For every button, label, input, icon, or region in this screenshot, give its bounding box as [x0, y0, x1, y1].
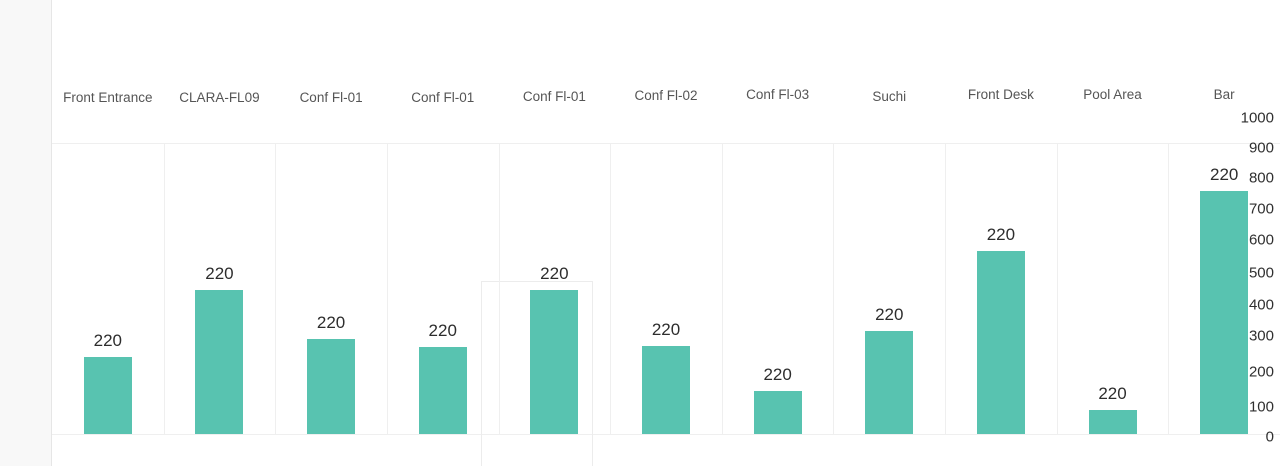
y-tick-label: 1000 — [1240, 109, 1274, 127]
bar[interactable] — [1088, 410, 1137, 434]
y-tick-label: 0 — [1265, 428, 1274, 446]
y-tick-label: 600 — [1248, 231, 1274, 249]
column-divider — [164, 143, 165, 434]
bar-value-label: 220 — [651, 319, 681, 339]
category-label: Conf Fl-01 — [522, 89, 586, 104]
category-label: Conf Fl-01 — [411, 90, 475, 105]
bar-value-label: 220 — [1098, 384, 1127, 404]
category-label: Bar — [1213, 87, 1235, 102]
y-tick-label: 700 — [1248, 200, 1274, 218]
bar[interactable] — [753, 391, 802, 434]
bar[interactable] — [976, 250, 1025, 434]
category-label: Front Desk — [967, 87, 1034, 102]
bar-value-label: 220 — [93, 330, 122, 350]
bar[interactable] — [865, 331, 914, 434]
column-divider — [387, 143, 388, 434]
hover-highlight — [481, 281, 593, 466]
header-rule — [52, 143, 1280, 144]
column-divider — [275, 143, 276, 434]
bar[interactable] — [83, 356, 132, 434]
bar[interactable] — [642, 345, 690, 434]
bar[interactable] — [530, 290, 579, 434]
bar[interactable] — [418, 347, 467, 434]
bar-value-label: 220 — [428, 321, 457, 341]
category-label: Conf Fl-01 — [299, 90, 363, 105]
y-axis-panel — [0, 0, 52, 466]
bar-value-label: 220 — [316, 313, 346, 333]
category-label: Pool Area — [1083, 87, 1142, 102]
category-label: Conf Fl-03 — [746, 87, 810, 102]
bar-value-label: 220 — [540, 264, 569, 284]
category-label: Suchi — [872, 89, 907, 104]
bar-value-label: 220 — [205, 264, 234, 284]
bar[interactable] — [307, 339, 356, 434]
category-label: Conf Fl-02 — [634, 88, 698, 103]
bar-value-label: 220 — [763, 365, 792, 385]
y-tick-label: 300 — [1248, 327, 1274, 345]
column-divider — [610, 143, 611, 434]
y-tick-label: 200 — [1248, 363, 1274, 381]
column-divider — [499, 143, 500, 434]
y-tick-label: 100 — [1248, 398, 1274, 416]
column-divider — [1168, 143, 1169, 434]
baseline-rule — [52, 434, 1280, 435]
bar[interactable] — [1200, 190, 1249, 434]
y-tick-label: 900 — [1248, 139, 1274, 157]
y-tick-label: 400 — [1248, 296, 1274, 314]
column-divider — [722, 143, 723, 434]
bar-value-label: 220 — [875, 305, 904, 325]
column-divider — [945, 143, 946, 434]
y-tick-label: 800 — [1248, 169, 1274, 187]
y-tick-label: 500 — [1248, 264, 1274, 282]
column-divider — [833, 143, 834, 434]
bar-value-label: 220 — [986, 224, 1016, 244]
bar[interactable] — [195, 290, 244, 434]
category-label: CLARA-FL09 — [179, 90, 260, 105]
column-divider — [1057, 143, 1058, 434]
category-label: Front Entrance — [63, 90, 153, 105]
bar-value-label: 220 — [1209, 164, 1239, 184]
